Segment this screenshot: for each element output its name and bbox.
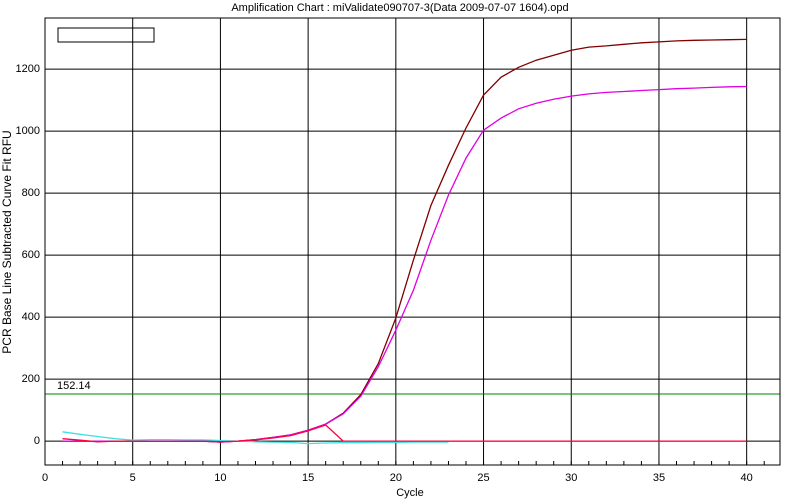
y-tick-label: 0 bbox=[34, 435, 40, 447]
y-tick-label: 800 bbox=[22, 187, 40, 199]
x-tick-label: 40 bbox=[741, 472, 753, 484]
x-tick-label: 35 bbox=[653, 472, 665, 484]
threshold-label: 152.14 bbox=[57, 380, 91, 392]
y-tick-label: 400 bbox=[22, 311, 40, 323]
legend-box bbox=[57, 27, 155, 43]
y-tick-label: 600 bbox=[22, 249, 40, 261]
plot-border bbox=[44, 17, 781, 466]
x-tick-label: 30 bbox=[565, 472, 577, 484]
y-tick-label: 1000 bbox=[16, 125, 40, 137]
y-axis-label: PCR Base Line Subtracted Curve Fit RFU bbox=[0, 130, 14, 353]
curve bbox=[62, 424, 747, 443]
x-tick-label: 15 bbox=[302, 472, 314, 484]
x-tick-label: 20 bbox=[390, 472, 402, 484]
x-tick-label: 25 bbox=[477, 472, 489, 484]
x-axis-label: Cycle bbox=[396, 487, 424, 499]
chart-title: Amplification Chart : miValidate090707-3… bbox=[231, 2, 568, 14]
curve bbox=[62, 431, 449, 445]
y-tick-label: 1200 bbox=[16, 63, 40, 75]
x-tick-label: 5 bbox=[130, 472, 136, 484]
x-tick-label: 0 bbox=[42, 472, 48, 484]
y-tick-label: 200 bbox=[22, 373, 40, 385]
x-tick-label: 10 bbox=[214, 472, 226, 484]
